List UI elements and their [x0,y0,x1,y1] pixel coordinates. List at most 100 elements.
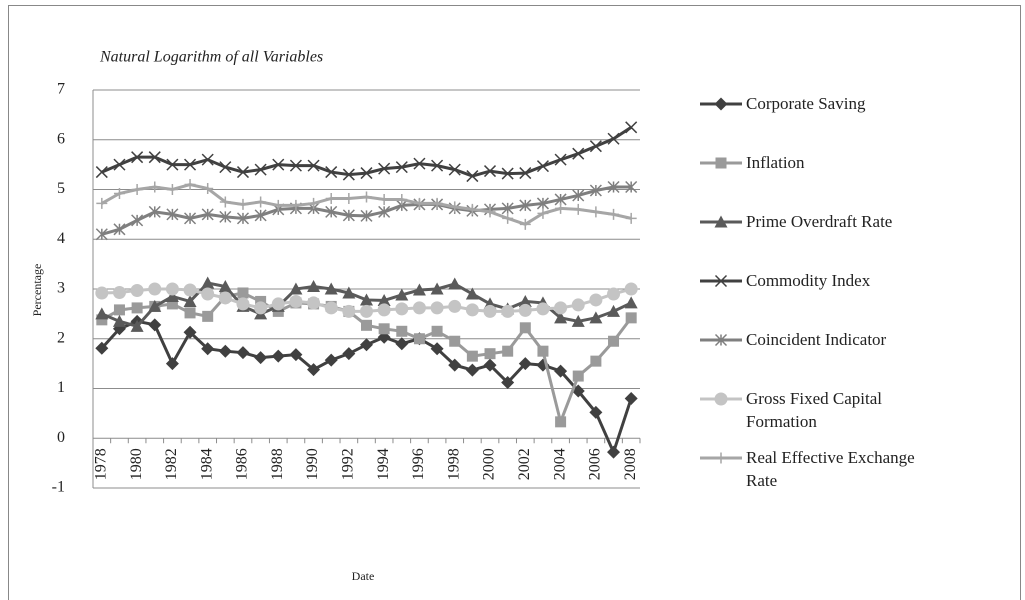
marker [430,342,444,356]
legend-item: Gross Fixed Capital Formation [698,387,928,446]
x-tick-label: 2008 [622,448,639,480]
marker [465,287,479,300]
y-axis-label: Percentage [30,264,44,317]
marker [183,283,197,297]
marker [589,405,603,419]
marker [413,157,426,170]
marker [255,196,267,208]
frame [8,5,1021,600]
marker [715,452,727,464]
legend-label: Inflation [746,153,805,172]
marker [148,282,162,296]
marker [518,357,532,371]
marker [589,293,603,307]
marker [184,307,196,319]
marker [519,199,532,212]
marker [625,121,638,134]
marker [201,153,214,166]
marker [537,345,549,357]
marker [431,197,443,209]
x-tick-label: 1988 [269,448,286,480]
marker [201,208,214,221]
marker [431,159,444,172]
legend-item: Real Effective Exchange Rate [698,446,928,505]
marker [113,158,126,171]
marker [625,212,637,224]
marker [571,298,585,312]
marker [218,280,232,293]
marker [396,325,408,337]
y-tick-label: 1 [57,379,65,396]
x-tick-label: 2004 [551,448,568,480]
marker [324,301,338,315]
marker [466,350,478,362]
marker [607,287,621,301]
marker [554,153,567,166]
x-tick-label: 1982 [163,448,180,480]
marker [95,166,108,179]
marker [254,209,267,222]
marker [95,286,109,300]
marker [237,287,249,299]
marker [308,197,320,209]
marker [166,208,179,221]
y-tick-label: 5 [57,180,65,197]
marker [96,197,108,209]
marker [502,345,514,357]
marker [165,282,179,296]
marker [430,282,444,295]
x-tick-label: 2000 [481,448,498,480]
x-tick-label: 2002 [516,448,533,480]
marker [166,298,178,310]
marker [165,289,179,302]
marker [518,294,532,307]
y-tick-label: 3 [57,280,65,297]
marker [572,370,584,382]
marker [430,301,444,315]
legend-item: Coincident Indicator [698,328,928,387]
legend-label: Coincident Indicator [746,330,887,349]
marker [465,363,479,377]
marker [413,333,425,345]
marker [501,376,515,390]
marker [184,179,196,191]
marker [113,304,125,316]
marker [625,180,638,194]
marker [589,140,602,153]
marker [377,303,391,317]
marker [202,310,214,322]
marker [519,218,531,230]
marker [448,277,462,290]
marker [148,318,162,332]
marker [589,184,602,197]
legend-swatch [700,392,742,406]
marker [412,301,426,315]
marker [236,346,250,360]
marker [715,157,727,169]
marker [483,165,497,178]
marker [131,214,144,227]
marker [395,337,409,351]
marker [325,166,338,179]
legend-item: Prime Overdraft Rate [698,210,928,269]
marker [254,163,267,176]
marker [607,132,620,145]
marker [608,335,620,347]
marker [466,170,479,183]
marker [714,333,728,347]
marker [625,312,637,324]
marker [484,206,496,218]
legend-swatch [700,452,742,464]
marker [572,147,585,160]
marker [307,280,321,293]
marker [290,199,302,211]
marker [131,184,143,195]
legend-label: Corporate Saving [746,94,866,113]
marker [289,348,303,362]
legend: Corporate Saving Inflation Prime Overdraft… [698,92,928,505]
marker [219,196,231,208]
x-tick-label: 1986 [234,448,251,480]
legend-swatch [700,215,742,228]
marker [148,151,161,164]
marker [201,276,215,289]
